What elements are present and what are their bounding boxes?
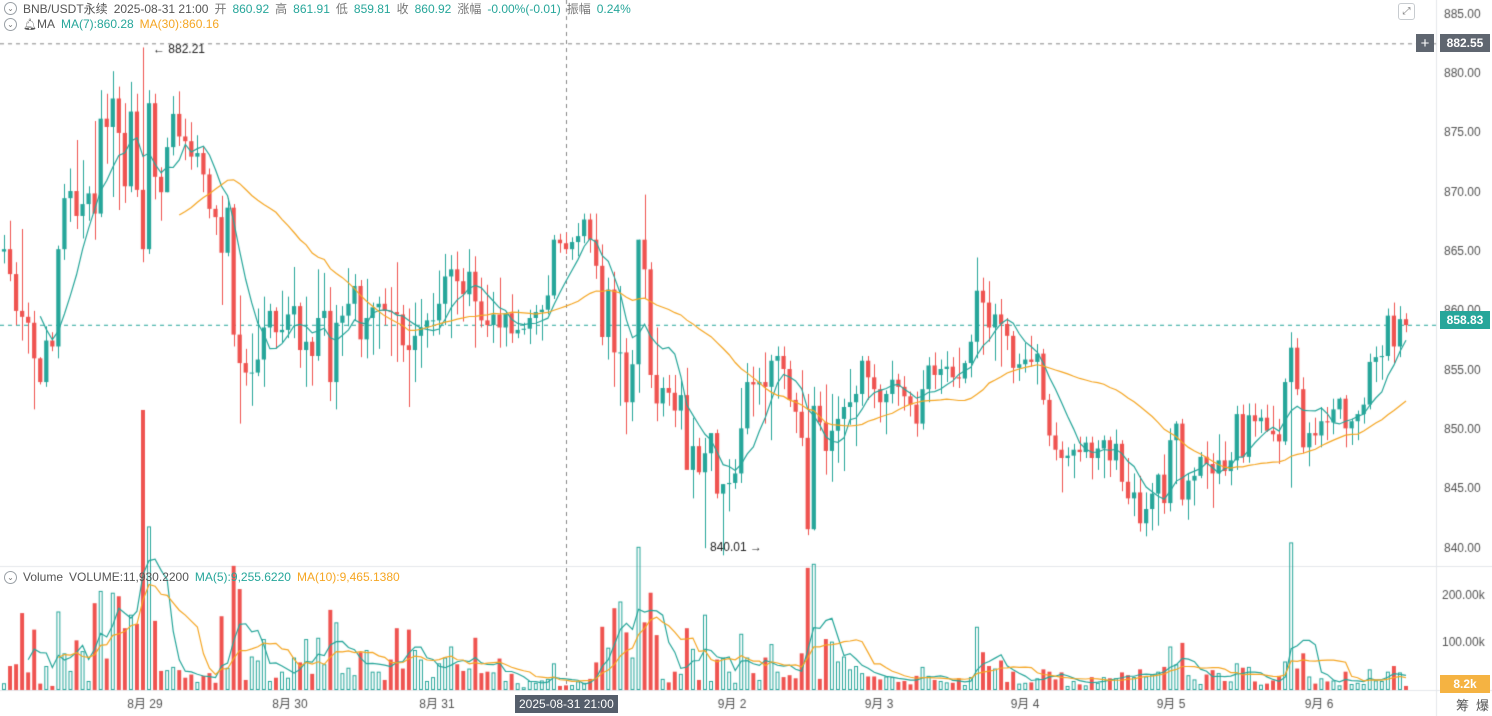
volume-last-tag: 8.2k (1440, 675, 1490, 693)
ma-legend: ⌄ 🔔︎ MA MA(7):860.28 MA(30):860.16 (4, 17, 219, 31)
chip-distribution-button[interactable]: 筹 (1456, 698, 1470, 713)
bell-icon[interactable]: 🔔︎ (23, 18, 37, 31)
low-value: 859.81 (353, 1, 391, 16)
volume-value: VOLUME:11,930.2200 (69, 570, 189, 584)
symbol-label[interactable]: BNB/USDT永续 (23, 2, 108, 16)
expand-icon[interactable]: ⤢ (1398, 3, 1415, 20)
close-label: 收 (396, 2, 409, 16)
amplitude-label: 振幅 (566, 2, 591, 16)
ma7-value: MA(7):860.28 (60, 17, 134, 31)
last-price-tag: 858.83 (1440, 311, 1490, 329)
volume-label[interactable]: Volume (23, 570, 64, 584)
low-label: 低 (335, 2, 348, 16)
collapse-chevron-icon[interactable]: ⌄ (4, 570, 17, 584)
ma30-value: MA(30):860.16 (139, 17, 220, 31)
add-alert-plus-icon[interactable]: + (1416, 34, 1434, 52)
liquidation-button[interactable]: 爆 (1476, 698, 1490, 713)
collapse-chevron-icon[interactable]: ⌄ (4, 2, 17, 15)
collapse-chevron-icon[interactable]: ⌄ (4, 17, 17, 31)
high-value: 861.91 (293, 1, 330, 16)
volume-ma5-value: MA(5):9,255.6220 (194, 570, 291, 584)
change-label: 涨幅 (457, 2, 482, 16)
ma-label[interactable]: MA (36, 17, 55, 31)
open-label: 开 (214, 2, 227, 16)
amplitude-value: 0.24% (596, 1, 631, 16)
datetime-label: 2025-08-31 21:00 (113, 1, 209, 16)
open-value: 860.92 (232, 1, 270, 16)
crosshair-price-tag: 882.55 (1440, 34, 1490, 52)
volume-legend: ⌄ Volume VOLUME:11,930.2200 MA(5):9,255.… (4, 570, 400, 584)
change-value: -0.00%(-0.01) (487, 1, 561, 16)
close-value: 860.92 (414, 1, 452, 16)
volume-ma10-value: MA(10):9,465.1380 (296, 570, 400, 584)
high-label: 高 (275, 2, 288, 16)
crosshair-time-tag: 2025-08-31 21:00 (515, 695, 618, 713)
